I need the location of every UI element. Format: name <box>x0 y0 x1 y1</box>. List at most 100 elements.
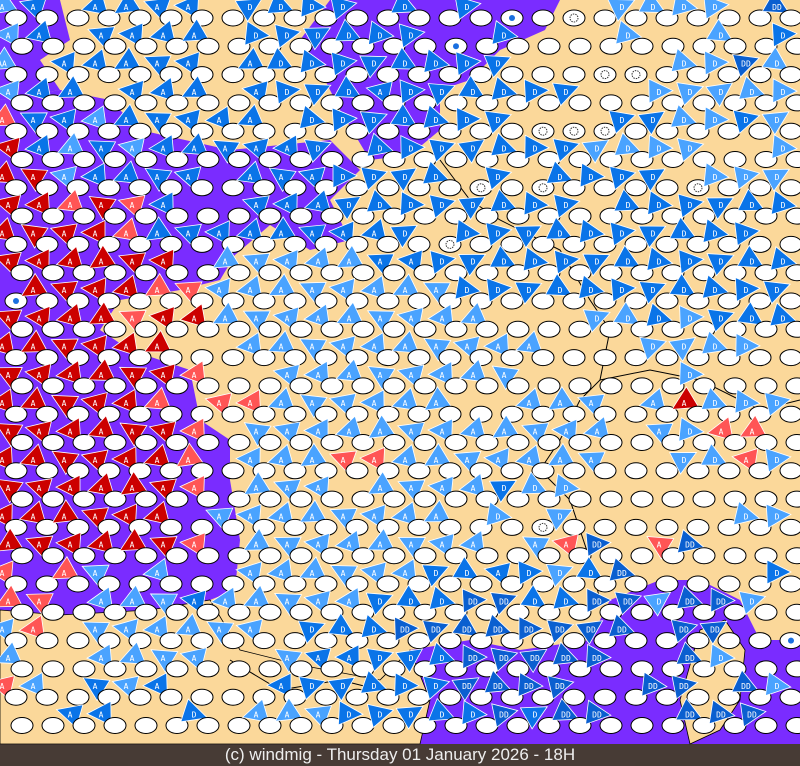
calm-marker <box>320 207 344 225</box>
wind-arrow-icon <box>390 501 418 527</box>
calm-marker <box>165 37 189 55</box>
calm-marker <box>283 405 307 423</box>
wind-marker: D <box>427 697 468 734</box>
wind-marker: D <box>734 221 772 253</box>
wind-marker: D <box>332 163 369 197</box>
wind-arrow-icon <box>49 50 76 77</box>
calm-marker <box>748 122 772 140</box>
calm-marker <box>655 179 679 197</box>
wind-arrow-icon <box>0 527 24 552</box>
wind-label: D <box>533 597 538 606</box>
wind-label: A <box>279 173 284 182</box>
wind-arrow-icon <box>275 79 302 105</box>
wind-label: D <box>496 173 501 182</box>
wind-arrow-icon <box>736 244 765 269</box>
wind-arrow-icon <box>489 188 518 212</box>
calm-marker <box>624 462 648 480</box>
wind-arrow-icon <box>553 249 581 275</box>
wind-arrow-icon <box>609 221 637 247</box>
wind-arrow-icon <box>397 479 426 503</box>
wind-label: A <box>37 371 42 380</box>
calm-marker <box>351 94 375 112</box>
calm-marker <box>252 292 276 310</box>
wind-marker: D <box>333 195 375 225</box>
wind-marker: D <box>180 698 220 734</box>
wind-arrow-icon <box>18 500 47 525</box>
wind-marker: DD <box>614 591 654 621</box>
wind-marker: A <box>427 475 468 508</box>
calm-marker <box>723 377 747 395</box>
wind-marker: A <box>118 309 158 338</box>
wind-marker: D <box>770 189 800 225</box>
wind-label: D <box>775 512 780 521</box>
wind-arrow-icon <box>389 224 418 249</box>
wind-marker: A <box>242 252 282 282</box>
calm-marker <box>72 94 96 112</box>
calm-marker <box>500 292 524 310</box>
wind-arrow-icon <box>607 0 636 22</box>
wind-label: A <box>248 229 253 238</box>
calm-marker <box>469 575 493 593</box>
wind-arrow-icon <box>546 619 575 644</box>
wind-marker: A <box>272 191 313 225</box>
wind-arrow-icon <box>303 475 330 501</box>
wind-label: D <box>409 711 414 720</box>
wind-arrow-icon <box>398 23 426 49</box>
calm-marker <box>351 377 375 395</box>
wind-arrow-icon <box>771 133 798 160</box>
wind-marker: A <box>367 470 406 508</box>
calm-marker <box>190 179 214 197</box>
wind-marker <box>655 518 679 536</box>
calm-marker <box>351 264 375 282</box>
wind-marker: A <box>180 131 220 168</box>
wind-marker: A <box>0 367 34 395</box>
wind-label: DD <box>561 711 571 720</box>
wind-label: A <box>316 711 321 720</box>
calm-marker <box>190 518 214 536</box>
wind-label: D <box>719 654 724 663</box>
wind-label: A <box>31 3 36 12</box>
wind-arrow-icon <box>24 133 51 159</box>
wind-label: D <box>316 145 321 154</box>
calm-marker <box>252 349 276 367</box>
wind-arrow-icon <box>422 499 452 523</box>
wind-marker: A <box>0 136 34 168</box>
wind-marker: D <box>330 51 369 84</box>
wind-arrow-icon <box>359 389 385 415</box>
wind-label: D <box>378 654 383 663</box>
calm-marker <box>221 688 245 706</box>
wind-marker: DD <box>546 619 586 650</box>
wind-label: D <box>620 286 625 295</box>
wind-label: A <box>155 399 160 408</box>
wind-arrow-icon <box>491 20 519 45</box>
wind-arrow-icon <box>638 281 667 305</box>
wind-label: A <box>99 711 104 720</box>
wind-marker <box>72 37 96 55</box>
wind-arrow-icon <box>764 671 792 697</box>
wind-marker: DD <box>490 647 530 678</box>
wind-marker: D <box>609 221 648 253</box>
calm-marker <box>785 37 800 55</box>
wind-arrow-icon <box>734 388 761 414</box>
wind-label: DD <box>741 682 751 691</box>
calm-marker <box>289 547 313 565</box>
calm-marker <box>500 688 524 706</box>
wind-arrow-icon <box>706 253 735 277</box>
wind-arrow-icon <box>483 447 510 473</box>
wind-arrow-icon <box>119 470 148 496</box>
wind-arrow-icon <box>118 584 147 608</box>
calm-marker <box>630 660 654 678</box>
wind-arrow-icon <box>0 388 14 414</box>
calm-marker <box>314 518 338 536</box>
wind-label: D <box>781 258 786 267</box>
wind-marker: A <box>0 388 28 423</box>
wind-arrow-icon <box>394 616 420 642</box>
wind-arrow-icon <box>551 418 578 444</box>
wind-label: D <box>409 654 414 663</box>
wind-arrow-icon <box>119 527 148 552</box>
wind-label: A <box>124 116 129 125</box>
calm-marker <box>196 377 220 395</box>
wind-marker: D <box>678 249 716 282</box>
wind-arrow-icon <box>610 277 637 303</box>
wind-marker: A <box>204 392 245 423</box>
